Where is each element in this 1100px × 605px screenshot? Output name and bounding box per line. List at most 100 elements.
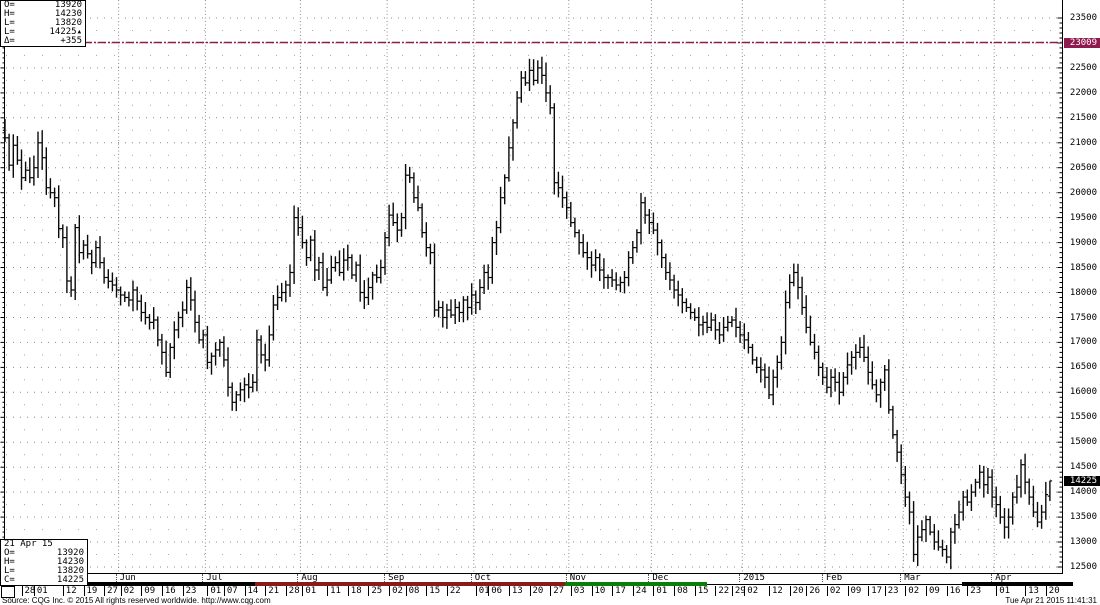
price-bar (894, 429, 900, 462)
price-bar (870, 361, 875, 390)
price-bar (201, 329, 206, 349)
price-bar (932, 524, 937, 550)
price-bar (597, 253, 602, 281)
price-bar (1035, 501, 1040, 528)
price-axis-label: 13000 (1069, 537, 1097, 547)
session-strip-segment (255, 582, 565, 586)
price-bar (40, 130, 45, 170)
price-bar (568, 201, 573, 227)
price-bar (168, 343, 173, 378)
price-bar (771, 369, 776, 406)
price-bar (886, 359, 891, 414)
price-bar (593, 249, 598, 272)
cursor-ohlc-row: H= 14230 (4, 557, 84, 567)
price-bar (444, 303, 450, 329)
price-bar (684, 298, 689, 312)
price-bar (188, 277, 193, 311)
price-bar (130, 280, 136, 312)
day-tick-label: 24 (632, 586, 647, 596)
price-bar (56, 185, 61, 239)
day-tick-label: 09 (926, 586, 940, 596)
price-bar (940, 539, 945, 557)
price-bar (956, 500, 962, 529)
price-bar (213, 342, 218, 366)
price-chart-canvas[interactable] (0, 0, 1064, 574)
price-bar (638, 192, 644, 245)
price-bar (139, 294, 144, 322)
price-bar (312, 230, 317, 281)
price-bar (242, 377, 247, 403)
price-bar (514, 91, 520, 129)
day-tick-label: 16 (161, 586, 176, 596)
price-bar (304, 239, 309, 266)
price-bar (981, 465, 986, 498)
price-bar (713, 314, 718, 340)
price-bar (283, 280, 288, 303)
price-bar (101, 257, 107, 284)
price-axis-label: 17500 (1069, 312, 1097, 323)
price-bar (1010, 492, 1015, 525)
alert-price-label[interactable]: 23009 (1064, 37, 1100, 48)
price-bar (994, 486, 999, 518)
price-bar (506, 136, 512, 182)
price-bar (498, 186, 503, 234)
price-bar (791, 263, 796, 287)
day-tick-label: 23 (182, 586, 196, 596)
price-bar (899, 444, 904, 485)
day-tick-label: 22 (446, 586, 461, 596)
price-bar (386, 204, 392, 247)
price-bar (52, 187, 57, 208)
month-tick (202, 574, 204, 582)
price-bar (341, 248, 346, 281)
price-bar (762, 363, 768, 389)
price-bar (605, 274, 611, 289)
session-strip-segment (14, 582, 255, 586)
price-bar (320, 252, 326, 291)
price-bar (35, 131, 41, 178)
last-price-label[interactable]: 14225 (1064, 475, 1100, 486)
price-bar (861, 334, 867, 362)
price-bar (275, 285, 280, 310)
price-bar (126, 291, 132, 307)
price-bar (135, 286, 140, 311)
month-tick (115, 574, 117, 582)
price-bar (692, 308, 697, 321)
price-bar (73, 224, 78, 300)
day-tick-label: 12 (62, 586, 77, 596)
price-bar (589, 251, 594, 278)
month-tick (297, 574, 299, 582)
price-bar (502, 174, 507, 205)
price-bar (634, 229, 640, 253)
price-bar (106, 269, 111, 289)
price-bar (2, 119, 8, 143)
price-bar (440, 301, 445, 328)
price-bar (287, 264, 293, 297)
price-bar (1014, 474, 1020, 504)
price-bar (77, 215, 82, 264)
price-bar (779, 336, 784, 370)
price-bar (1027, 478, 1032, 505)
month-tick (565, 574, 567, 582)
price-bar (432, 243, 437, 317)
price-axis-label: 18000 (1069, 287, 1097, 298)
price-bar (667, 262, 673, 291)
price-bar (552, 103, 557, 195)
day-tick-label: 17 (612, 586, 626, 596)
price-bar (729, 316, 735, 328)
price-bar (700, 315, 706, 336)
price-bar (915, 525, 920, 567)
price-bar (961, 490, 966, 521)
price-bar (820, 362, 825, 385)
day-tick-label: 15 (426, 586, 440, 596)
price-bar (618, 276, 623, 293)
price-bar (395, 213, 400, 243)
price-axis-label: 23500 (1069, 13, 1097, 23)
time-axis[interactable]: Jun Jul Aug Sep Oct Nov Dec 2015 Feb Mar Apr 28 01 12… (0, 574, 1100, 598)
month-label: Mar (904, 573, 921, 583)
price-bar (64, 226, 70, 294)
price-bar (258, 335, 264, 364)
price-bar (250, 374, 255, 393)
price-axis[interactable]: 23500 22500 22000 21500 21000 20500 20000 19500… (1064, 0, 1100, 574)
clock-text: Tue Apr 21 2015 11:41:31 (1005, 596, 1097, 605)
cursor-date: 21 Apr 15 (4, 539, 53, 549)
